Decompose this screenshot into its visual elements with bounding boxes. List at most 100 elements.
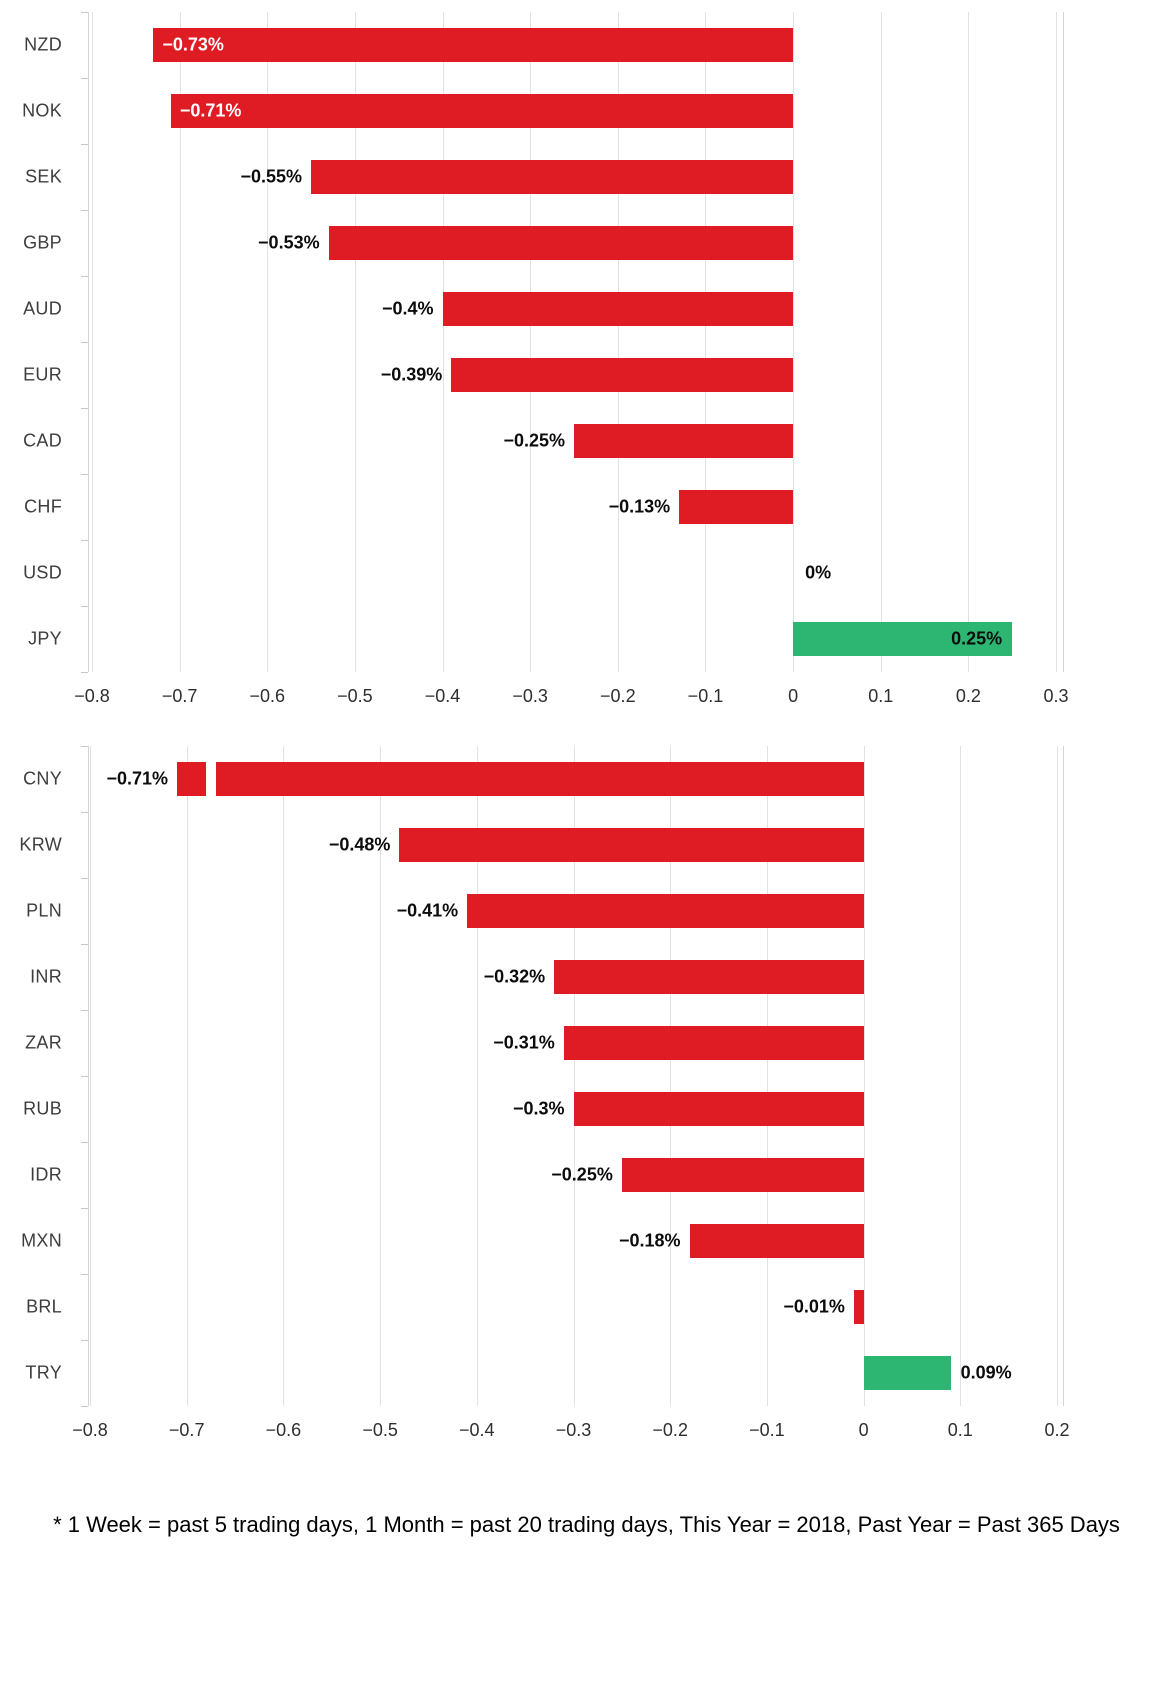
bar-row: GBP −0.53% xyxy=(0,210,1173,276)
bar xyxy=(451,358,794,392)
category-label: SEK xyxy=(25,166,62,187)
bar-row: IDR −0.25% xyxy=(0,1142,1173,1208)
bar-value-label: −0.73% xyxy=(162,34,224,55)
category-label: RUB xyxy=(23,1098,62,1119)
bar-row: KRW −0.48% xyxy=(0,812,1173,878)
bar xyxy=(563,1026,864,1060)
bar xyxy=(554,960,864,994)
bar xyxy=(467,894,864,928)
bar xyxy=(170,94,794,128)
bar-row: ZAR −0.31% xyxy=(0,1010,1173,1076)
bar-row: PLN −0.41% xyxy=(0,878,1173,944)
bar-value-label: −0.25% xyxy=(503,430,565,451)
footnote: * 1 Week = past 5 trading days, 1 Month … xyxy=(53,1512,1120,1537)
bar-row: NZD −0.73% xyxy=(0,12,1173,78)
bar-value-label: −0.18% xyxy=(618,1230,681,1251)
bar xyxy=(679,490,794,524)
axis-tick-label: −0.5 xyxy=(337,686,373,706)
bar-value-label: −0.31% xyxy=(493,1032,555,1053)
bar-value-label: −0.01% xyxy=(783,1296,845,1317)
bar-value-label: −0.41% xyxy=(396,900,459,921)
axis-tick-label: 0.2 xyxy=(955,686,981,706)
axis-tick-label: 0.2 xyxy=(1044,1420,1070,1440)
bar-row: INR −0.32% xyxy=(0,944,1173,1010)
bar-row: CNY −0.71% xyxy=(0,746,1173,812)
category-axis-tick xyxy=(81,1406,88,1407)
axis-tick-label: −0.3 xyxy=(555,1420,592,1440)
bar-row: AUD −0.4% xyxy=(0,276,1173,342)
axis-tick-label: −0.1 xyxy=(749,1420,785,1440)
bar-value-label: 0.09% xyxy=(960,1362,1012,1383)
category-label: JPY xyxy=(28,628,62,649)
axis-tick-label: 0.3 xyxy=(1043,686,1069,706)
x-axis: −0.8 −0.7 −0.6 −0.5 −0.4 −0.3 −0.2 −0.1 0 0.1 0.2 xyxy=(0,1420,1173,1450)
axis-tick-label: −0.1 xyxy=(687,686,724,706)
category-label: EUR xyxy=(23,364,62,385)
bar-value-label: −0.39% xyxy=(380,364,443,385)
axis-tick-label: −0.6 xyxy=(249,686,286,706)
category-label: IDR xyxy=(30,1164,62,1185)
category-label: KRW xyxy=(19,834,62,855)
bar-row: CHF −0.13% xyxy=(0,474,1173,540)
bar-row: USD 0% xyxy=(0,540,1173,606)
bar-row: NOK −0.71% xyxy=(0,78,1173,144)
bar-value-label: −0.71% xyxy=(106,768,169,789)
bar-row: TRY 0.09% xyxy=(0,1340,1173,1406)
bar-value-label: −0.25% xyxy=(551,1164,613,1185)
bar xyxy=(442,292,794,326)
category-label: AUD xyxy=(23,298,62,319)
category-label: CAD xyxy=(23,430,62,451)
category-label: TRY xyxy=(25,1362,62,1383)
bar-row: RUB −0.3% xyxy=(0,1076,1173,1142)
axis-tick-label: −0.7 xyxy=(161,686,198,706)
bar xyxy=(689,1224,864,1258)
axis-tick-label: −0.2 xyxy=(600,686,636,706)
bar-value-label: −0.3% xyxy=(512,1098,565,1119)
bar-row: JPY 0.25% xyxy=(0,606,1173,672)
bar xyxy=(793,622,1013,656)
bar-gap xyxy=(206,762,216,796)
axis-tick-label: −0.2 xyxy=(652,1420,688,1440)
chart-emerging-market-currencies: CNY −0.71% KRW −0.48% PLN −0.41% INR −0.32% ZAR −… xyxy=(0,746,1173,1452)
bar-row: SEK −0.55% xyxy=(0,144,1173,210)
category-label: CHF xyxy=(24,496,62,517)
category-axis-tick xyxy=(81,672,88,673)
category-label: MXN xyxy=(21,1230,62,1251)
bar xyxy=(863,1356,951,1390)
bar xyxy=(573,1092,864,1126)
bar xyxy=(853,1290,864,1324)
bar xyxy=(153,28,794,62)
category-label: USD xyxy=(23,562,62,583)
bar-value-label: −0.13% xyxy=(608,496,671,517)
axis-tick-label: 0 xyxy=(788,686,799,706)
bar-value-label: −0.71% xyxy=(179,100,242,121)
category-label: CNY xyxy=(23,768,62,789)
bar-value-label: 0% xyxy=(805,562,832,583)
category-label: GBP xyxy=(23,232,62,253)
category-label: BRL xyxy=(26,1296,62,1317)
category-label: PLN xyxy=(26,900,62,921)
bar-value-label: −0.53% xyxy=(258,232,320,253)
x-axis: −0.8 −0.7 −0.6 −0.5 −0.4 −0.3 −0.2 −0.1 0 0.1 0.2 0… xyxy=(0,686,1173,716)
bar xyxy=(574,424,794,458)
bar-value-label: −0.32% xyxy=(483,966,546,987)
bar xyxy=(177,762,864,796)
axis-tick-label: −0.5 xyxy=(362,1420,398,1440)
bar-value-label: −0.55% xyxy=(240,166,303,187)
axis-tick-label: −0.6 xyxy=(265,1420,302,1440)
bar-row: BRL −0.01% xyxy=(0,1274,1173,1340)
bar-value-label: −0.4% xyxy=(381,298,434,319)
bar-row: MXN −0.18% xyxy=(0,1208,1173,1274)
axis-tick-label: −0.4 xyxy=(459,1420,495,1440)
category-label: NZD xyxy=(24,34,62,55)
axis-tick-label: 0 xyxy=(858,1420,869,1440)
category-label: INR xyxy=(30,966,62,987)
axis-tick-label: 0.1 xyxy=(868,686,894,706)
bar xyxy=(311,160,794,194)
bar-row: CAD −0.25% xyxy=(0,408,1173,474)
axis-tick-label: −0.3 xyxy=(512,686,548,706)
axis-tick-label: −0.4 xyxy=(424,686,461,706)
category-label: ZAR xyxy=(25,1032,62,1053)
bar xyxy=(328,226,794,260)
